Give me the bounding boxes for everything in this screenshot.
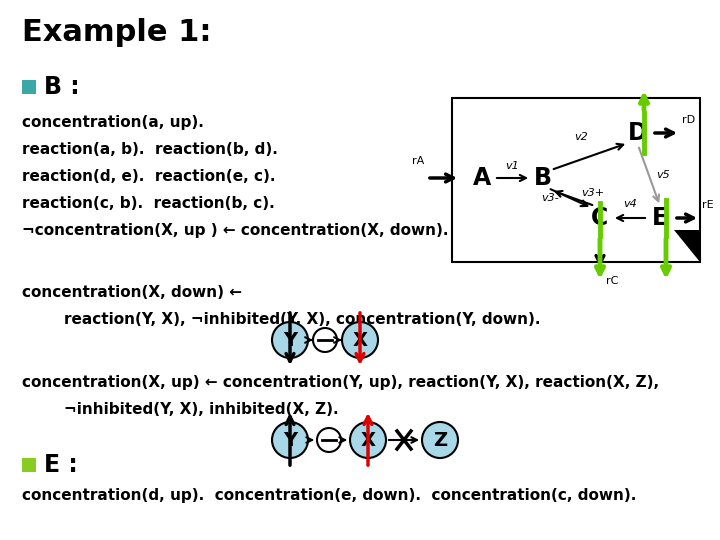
Text: rD: rD: [682, 115, 695, 125]
Text: rC: rC: [606, 276, 618, 286]
Text: v2: v2: [575, 132, 588, 141]
Text: concentration(X, down) ←: concentration(X, down) ←: [22, 285, 242, 300]
Text: reaction(c, b).  reaction(b, c).: reaction(c, b). reaction(b, c).: [22, 196, 275, 211]
Circle shape: [342, 322, 378, 358]
Circle shape: [272, 322, 308, 358]
Circle shape: [272, 422, 308, 458]
Text: concentration(d, up).  concentration(e, down).  concentration(c, down).: concentration(d, up). concentration(e, d…: [22, 488, 636, 503]
Text: v5: v5: [656, 171, 670, 180]
Text: A: A: [473, 166, 491, 190]
Text: v4: v4: [623, 199, 637, 209]
Text: E :: E :: [44, 453, 78, 477]
Text: E: E: [652, 206, 668, 230]
Circle shape: [313, 328, 337, 352]
Text: v3-: v3-: [541, 193, 559, 203]
Text: Y: Y: [283, 430, 297, 449]
Circle shape: [317, 428, 341, 452]
Circle shape: [350, 422, 386, 458]
Text: rA: rA: [412, 156, 424, 166]
Text: Y: Y: [283, 330, 297, 349]
Text: Example 1:: Example 1:: [22, 18, 212, 47]
Text: ¬concentration(X, up ) ← concentration(X, down).: ¬concentration(X, up ) ← concentration(X…: [22, 223, 449, 238]
Text: D: D: [628, 121, 648, 145]
Text: B: B: [534, 166, 552, 190]
Text: v3+: v3+: [582, 188, 605, 198]
Circle shape: [422, 422, 458, 458]
FancyBboxPatch shape: [22, 80, 36, 94]
Text: concentration(X, up) ← concentration(Y, up), reaction(Y, X), reaction(X, Z),: concentration(X, up) ← concentration(Y, …: [22, 375, 659, 390]
Text: B :: B :: [44, 75, 80, 99]
FancyBboxPatch shape: [22, 458, 36, 472]
Text: reaction(a, b).  reaction(b, d).: reaction(a, b). reaction(b, d).: [22, 142, 278, 157]
Text: X: X: [353, 330, 367, 349]
Text: Z: Z: [433, 430, 447, 449]
Polygon shape: [674, 230, 700, 262]
Text: ¬inhibited(Y, X), inhibited(X, Z).: ¬inhibited(Y, X), inhibited(X, Z).: [22, 402, 338, 417]
Text: reaction(Y, X), ¬inhibited(Y, X), concentration(Y, down).: reaction(Y, X), ¬inhibited(Y, X), concen…: [22, 312, 541, 327]
Text: C: C: [591, 206, 608, 230]
Text: reaction(d, e).  reaction(e, c).: reaction(d, e). reaction(e, c).: [22, 169, 276, 184]
Text: v1: v1: [505, 161, 519, 171]
Text: rE: rE: [702, 200, 714, 210]
Text: X: X: [361, 430, 376, 449]
Text: concentration(a, up).: concentration(a, up).: [22, 115, 204, 130]
Bar: [452, 98, 700, 262]
